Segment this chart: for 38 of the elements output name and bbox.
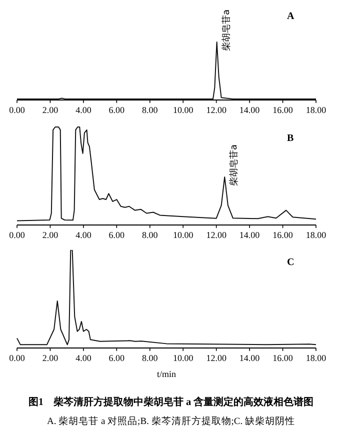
x-tick-label: 14.00 <box>239 353 260 363</box>
x-axis-title: t/min <box>156 369 176 379</box>
x-tick-label: 12.00 <box>206 230 227 240</box>
x-tick-label: 10.00 <box>172 105 194 115</box>
annotation: 柴胡皂苷a <box>220 9 232 51</box>
x-tick-label: 0.00 <box>9 105 26 115</box>
x-tick-label: 12.00 <box>206 105 227 115</box>
x-tick-label: 4.00 <box>76 105 92 115</box>
x-tick-label: 10.00 <box>172 353 194 363</box>
caption: 图1 柴芩清肝方提取物中柴胡皂苷 a 含量测定的高效液相色谱图 <box>28 396 314 408</box>
x-tick-label: 8.00 <box>142 353 158 363</box>
x-tick-label: 16.00 <box>272 353 294 363</box>
x-tick-label: 6.00 <box>108 105 126 115</box>
x-tick-label: 2.00 <box>42 353 59 363</box>
x-tick-label: 6.00 <box>108 230 126 240</box>
x-tick-label: 8.00 <box>142 230 158 240</box>
x-tick-label: 2.00 <box>42 230 59 240</box>
annotation: C <box>287 257 294 268</box>
x-tick-label: 14.00 <box>239 105 260 115</box>
x-tick-label: 16.00 <box>272 230 294 240</box>
annotation: 柴胡皂苷a <box>228 144 240 186</box>
x-tick-label: 4.00 <box>76 353 92 363</box>
x-tick-label: 0.00 <box>9 353 26 363</box>
x-tick-label: 6.00 <box>108 353 126 363</box>
x-tick-label: 8.00 <box>142 105 158 115</box>
x-tick-label: 12.00 <box>206 353 227 363</box>
text: A <box>287 11 295 22</box>
annotation: B <box>287 133 294 144</box>
x-tick-label: 10.00 <box>172 230 194 240</box>
x-tick-label: 4.00 <box>76 230 92 240</box>
x-tick-label: 18.00 <box>306 105 327 115</box>
x-tick-label: 16.00 <box>272 105 294 115</box>
x-tick-label: 18.00 <box>306 230 327 240</box>
x-tick-label: 0.00 <box>9 230 26 240</box>
text: A. 柴胡皂苷 a 对照品;B. 柴芩清肝方提取物;C. 缺柴胡阴性 <box>46 415 296 427</box>
x-tick-label: 2.00 <box>42 105 59 115</box>
x-tick-label: 14.00 <box>239 230 260 240</box>
x-tick-label: 18.00 <box>306 353 327 363</box>
